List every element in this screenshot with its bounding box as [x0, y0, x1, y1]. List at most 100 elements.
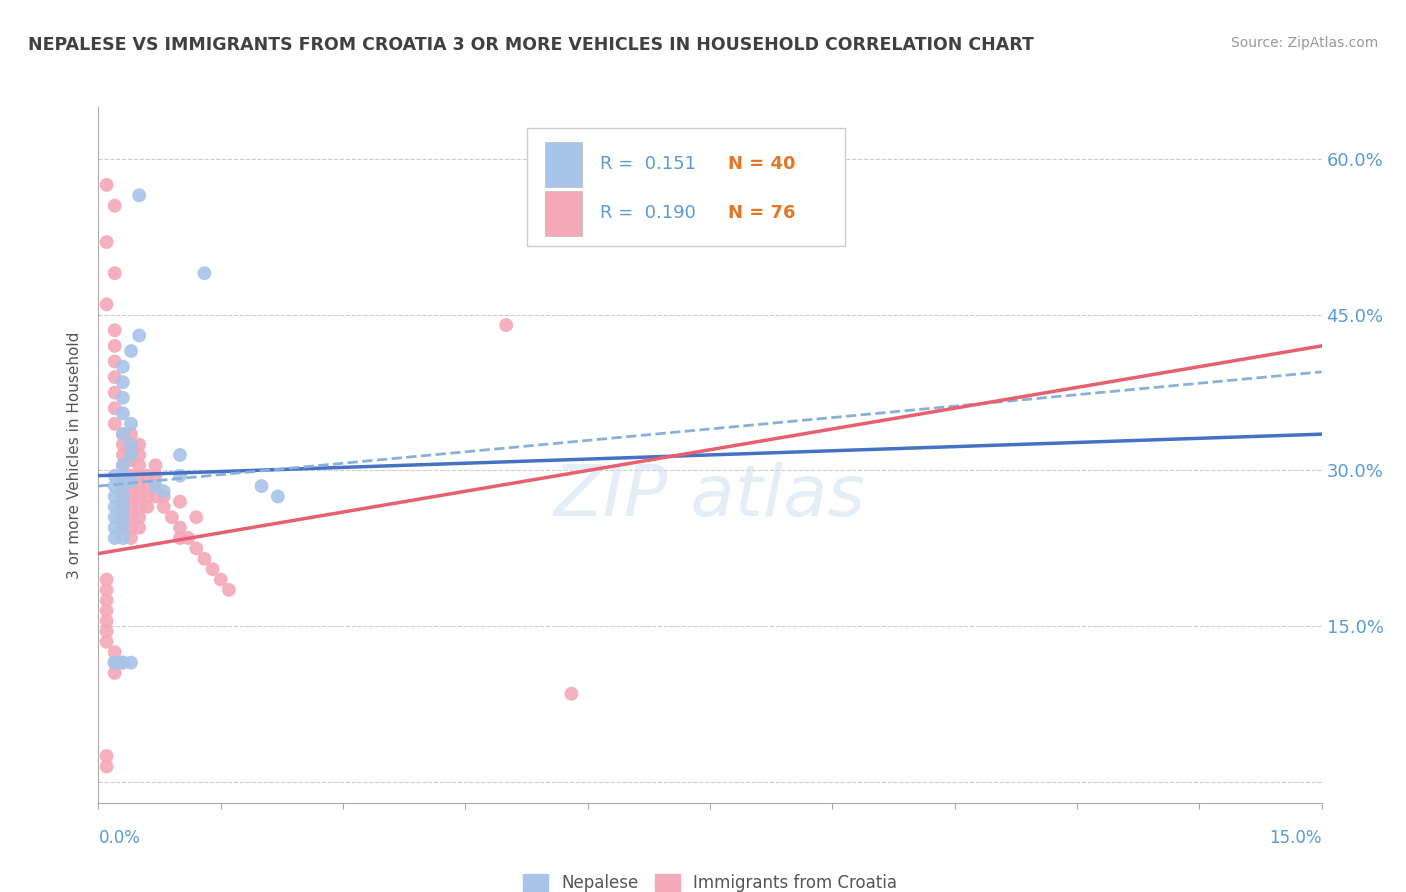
Point	[104, 370, 127, 384]
Point	[104, 266, 127, 280]
Point	[111, 490, 134, 504]
Point	[120, 490, 142, 504]
Point	[169, 448, 191, 462]
Point	[120, 437, 142, 451]
Text: 0.0%: 0.0%	[98, 829, 141, 847]
Point	[96, 614, 118, 628]
Point	[104, 354, 127, 368]
Point	[104, 656, 127, 670]
Point	[120, 500, 142, 514]
Point	[104, 510, 127, 524]
Point	[120, 656, 142, 670]
Point	[136, 490, 159, 504]
Point	[218, 582, 240, 597]
Point	[111, 391, 134, 405]
Point	[96, 593, 118, 607]
Point	[104, 656, 127, 670]
Point	[152, 484, 174, 499]
Point	[169, 531, 191, 545]
Point	[111, 520, 134, 534]
Point	[111, 531, 134, 545]
Point	[104, 385, 127, 400]
Point	[145, 479, 167, 493]
Point	[104, 401, 127, 416]
Point	[128, 458, 150, 473]
Point	[145, 479, 167, 493]
Point	[111, 500, 134, 514]
Point	[96, 582, 118, 597]
Point	[145, 468, 167, 483]
Point	[111, 520, 134, 534]
Point	[104, 645, 127, 659]
Point	[96, 624, 118, 639]
Point	[96, 178, 118, 192]
Point	[96, 749, 118, 764]
Point	[169, 494, 191, 508]
Point	[111, 458, 134, 473]
Point	[152, 490, 174, 504]
Point	[96, 759, 118, 773]
Point	[128, 520, 150, 534]
Legend: Nepalese, Immigrants from Croatia: Nepalese, Immigrants from Croatia	[516, 867, 904, 892]
Text: Source: ZipAtlas.com: Source: ZipAtlas.com	[1230, 36, 1378, 50]
Point	[495, 318, 517, 332]
Point	[128, 490, 150, 504]
Point	[104, 479, 127, 493]
Point	[193, 266, 215, 280]
Point	[111, 406, 134, 420]
Text: ZIP atlas: ZIP atlas	[554, 462, 866, 531]
Point	[128, 510, 150, 524]
Point	[111, 359, 134, 374]
Point	[267, 490, 290, 504]
Point	[177, 531, 200, 545]
Point	[145, 458, 167, 473]
Point	[128, 437, 150, 451]
Point	[104, 500, 127, 514]
Text: NEPALESE VS IMMIGRANTS FROM CROATIA 3 OR MORE VEHICLES IN HOUSEHOLD CORRELATION : NEPALESE VS IMMIGRANTS FROM CROATIA 3 OR…	[28, 36, 1033, 54]
Point	[560, 687, 582, 701]
FancyBboxPatch shape	[526, 128, 845, 246]
Point	[104, 520, 127, 534]
Point	[160, 510, 183, 524]
Point	[111, 479, 134, 493]
Point	[111, 458, 134, 473]
Point	[169, 520, 191, 534]
Point	[128, 328, 150, 343]
Point	[111, 437, 134, 451]
Point	[120, 442, 142, 457]
Point	[96, 297, 118, 311]
Text: 15.0%: 15.0%	[1270, 829, 1322, 847]
Point	[128, 448, 150, 462]
Point	[136, 468, 159, 483]
Point	[209, 573, 232, 587]
FancyBboxPatch shape	[546, 191, 582, 235]
Point	[201, 562, 224, 576]
Point	[104, 656, 127, 670]
Point	[111, 468, 134, 483]
Point	[128, 188, 150, 202]
Point	[128, 500, 150, 514]
Point	[104, 656, 127, 670]
Point	[120, 510, 142, 524]
Point	[111, 490, 134, 504]
Text: N = 76: N = 76	[728, 204, 796, 222]
Point	[111, 510, 134, 524]
Point	[120, 468, 142, 483]
Point	[136, 500, 159, 514]
Point	[104, 665, 127, 680]
Point	[120, 479, 142, 493]
Point	[104, 531, 127, 545]
Point	[250, 479, 273, 493]
Point	[111, 376, 134, 390]
Point	[120, 448, 142, 462]
Point	[104, 417, 127, 431]
Point	[120, 344, 142, 359]
Point	[120, 453, 142, 467]
Point	[111, 510, 134, 524]
Point	[104, 339, 127, 353]
Y-axis label: 3 or more Vehicles in Household: 3 or more Vehicles in Household	[67, 331, 83, 579]
Point	[111, 656, 134, 670]
Text: N = 40: N = 40	[728, 155, 796, 173]
Point	[111, 427, 134, 442]
Point	[186, 541, 208, 556]
